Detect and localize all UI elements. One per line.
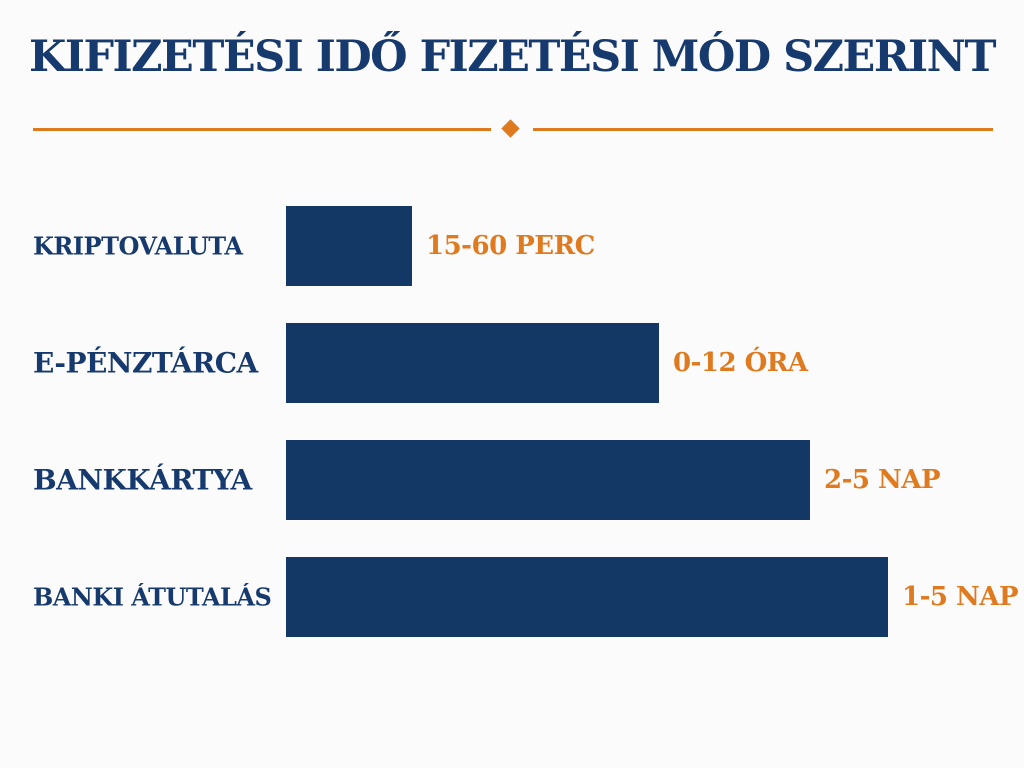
category-label: BANKKÁRTYA (33, 463, 252, 497)
chart-title: KIFIZETÉSI IDŐ FIZETÉSI MÓD SZERINT (29, 32, 996, 82)
value-label: 15-60 PERC (426, 231, 595, 261)
category-label: KRIPTOVALUTA (33, 231, 243, 261)
bar (286, 440, 810, 520)
divider-line-right (533, 128, 993, 131)
category-label: E-PÉNZTÁRCA (33, 346, 258, 380)
bar (286, 557, 888, 637)
bar (286, 323, 659, 403)
category-label: BANKI ÁTUTALÁS (33, 582, 272, 612)
bar (286, 206, 412, 286)
divider-line-left (33, 128, 491, 131)
value-label: 1-5 NAP (902, 582, 1019, 612)
value-label: 2-5 NAP (824, 465, 941, 495)
value-label: 0-12 ÓRA (673, 348, 808, 378)
